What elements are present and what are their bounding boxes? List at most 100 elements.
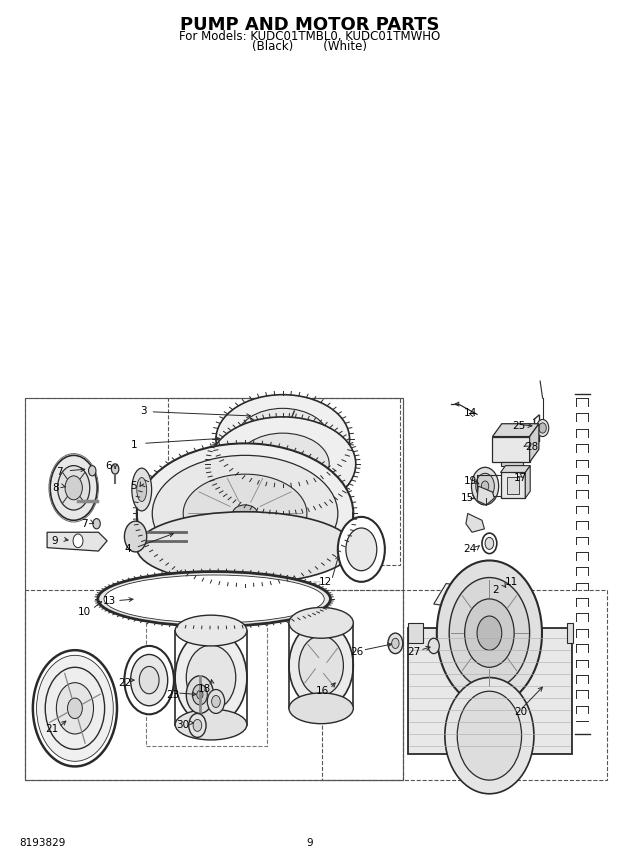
Text: 8: 8 bbox=[52, 483, 58, 493]
Ellipse shape bbox=[299, 636, 343, 695]
Polygon shape bbox=[492, 437, 529, 462]
Ellipse shape bbox=[175, 631, 247, 724]
Circle shape bbox=[33, 651, 117, 766]
Text: 12: 12 bbox=[319, 577, 332, 587]
Circle shape bbox=[193, 719, 202, 731]
Ellipse shape bbox=[98, 572, 330, 627]
Ellipse shape bbox=[289, 608, 353, 639]
Ellipse shape bbox=[186, 645, 236, 710]
Ellipse shape bbox=[132, 468, 152, 511]
Circle shape bbox=[211, 695, 220, 707]
Polygon shape bbox=[492, 424, 539, 437]
Polygon shape bbox=[529, 424, 539, 462]
Text: (Black)        (White): (Black) (White) bbox=[252, 40, 368, 53]
Text: 13: 13 bbox=[102, 596, 115, 606]
Circle shape bbox=[125, 646, 174, 714]
Polygon shape bbox=[457, 595, 531, 625]
Bar bbox=[408, 628, 572, 754]
Ellipse shape bbox=[457, 692, 521, 780]
Polygon shape bbox=[500, 473, 525, 498]
Text: 26: 26 bbox=[350, 647, 363, 657]
Circle shape bbox=[481, 481, 489, 491]
Circle shape bbox=[207, 690, 224, 713]
Text: 23: 23 bbox=[166, 690, 179, 699]
Circle shape bbox=[471, 467, 498, 505]
Ellipse shape bbox=[272, 431, 294, 447]
Bar bbox=[146, 603, 267, 746]
Bar bbox=[567, 623, 573, 644]
Text: 4: 4 bbox=[124, 544, 131, 555]
Circle shape bbox=[131, 655, 168, 705]
Ellipse shape bbox=[449, 578, 529, 689]
Ellipse shape bbox=[477, 616, 502, 651]
Circle shape bbox=[73, 534, 83, 548]
Text: 16: 16 bbox=[316, 687, 329, 696]
Ellipse shape bbox=[236, 408, 329, 470]
Circle shape bbox=[68, 698, 82, 718]
Text: 25: 25 bbox=[513, 421, 526, 431]
Text: 8193829: 8193829 bbox=[19, 838, 66, 848]
Text: 17: 17 bbox=[514, 473, 527, 483]
Ellipse shape bbox=[175, 709, 247, 740]
Text: 18: 18 bbox=[198, 684, 211, 693]
Text: 11: 11 bbox=[505, 577, 518, 587]
Text: 14: 14 bbox=[464, 407, 477, 418]
Text: 27: 27 bbox=[407, 647, 420, 657]
Circle shape bbox=[392, 639, 399, 649]
Polygon shape bbox=[466, 514, 484, 532]
Ellipse shape bbox=[197, 691, 203, 698]
Ellipse shape bbox=[236, 433, 329, 495]
Text: 28: 28 bbox=[525, 442, 538, 452]
Circle shape bbox=[50, 455, 97, 520]
Circle shape bbox=[482, 533, 497, 554]
Circle shape bbox=[58, 466, 90, 510]
Ellipse shape bbox=[232, 505, 257, 522]
Ellipse shape bbox=[289, 693, 353, 723]
Ellipse shape bbox=[104, 575, 324, 623]
Circle shape bbox=[428, 639, 440, 654]
Ellipse shape bbox=[338, 517, 385, 582]
Polygon shape bbox=[500, 466, 530, 473]
Circle shape bbox=[56, 683, 94, 734]
Circle shape bbox=[188, 713, 206, 737]
Text: 6: 6 bbox=[105, 461, 112, 472]
Text: 5: 5 bbox=[130, 481, 137, 491]
Ellipse shape bbox=[137, 478, 147, 502]
Ellipse shape bbox=[183, 474, 307, 553]
Bar bbox=[408, 623, 423, 644]
Ellipse shape bbox=[346, 528, 377, 571]
Ellipse shape bbox=[267, 454, 298, 474]
Text: eReplacementParts.com: eReplacementParts.com bbox=[211, 579, 322, 588]
Polygon shape bbox=[47, 532, 107, 551]
Ellipse shape bbox=[137, 512, 353, 584]
Ellipse shape bbox=[137, 443, 353, 584]
Circle shape bbox=[93, 519, 100, 529]
Text: 7: 7 bbox=[56, 467, 63, 478]
Circle shape bbox=[89, 466, 96, 476]
Text: 21: 21 bbox=[45, 724, 58, 734]
Circle shape bbox=[112, 464, 119, 474]
Text: 1: 1 bbox=[130, 440, 137, 450]
Ellipse shape bbox=[192, 685, 207, 704]
Text: 30: 30 bbox=[177, 721, 190, 730]
Ellipse shape bbox=[437, 561, 542, 705]
Text: 10: 10 bbox=[78, 607, 91, 616]
Circle shape bbox=[65, 476, 82, 500]
Text: 22: 22 bbox=[118, 678, 131, 687]
Polygon shape bbox=[434, 584, 517, 615]
Bar bbox=[25, 591, 403, 780]
Ellipse shape bbox=[216, 395, 350, 484]
Text: 19: 19 bbox=[464, 476, 477, 486]
Bar bbox=[25, 398, 403, 780]
Ellipse shape bbox=[272, 504, 294, 518]
Ellipse shape bbox=[210, 417, 356, 511]
Bar bbox=[507, 477, 519, 494]
Circle shape bbox=[125, 521, 147, 552]
Polygon shape bbox=[525, 466, 530, 498]
Circle shape bbox=[485, 538, 494, 550]
Text: 20: 20 bbox=[514, 707, 527, 716]
Text: For Models: KUDC01TMBL0, KUDC01TMWHO: For Models: KUDC01TMBL0, KUDC01TMWHO bbox=[179, 30, 441, 43]
Circle shape bbox=[388, 633, 403, 654]
Text: 24: 24 bbox=[463, 544, 476, 555]
Text: 7: 7 bbox=[81, 519, 87, 529]
